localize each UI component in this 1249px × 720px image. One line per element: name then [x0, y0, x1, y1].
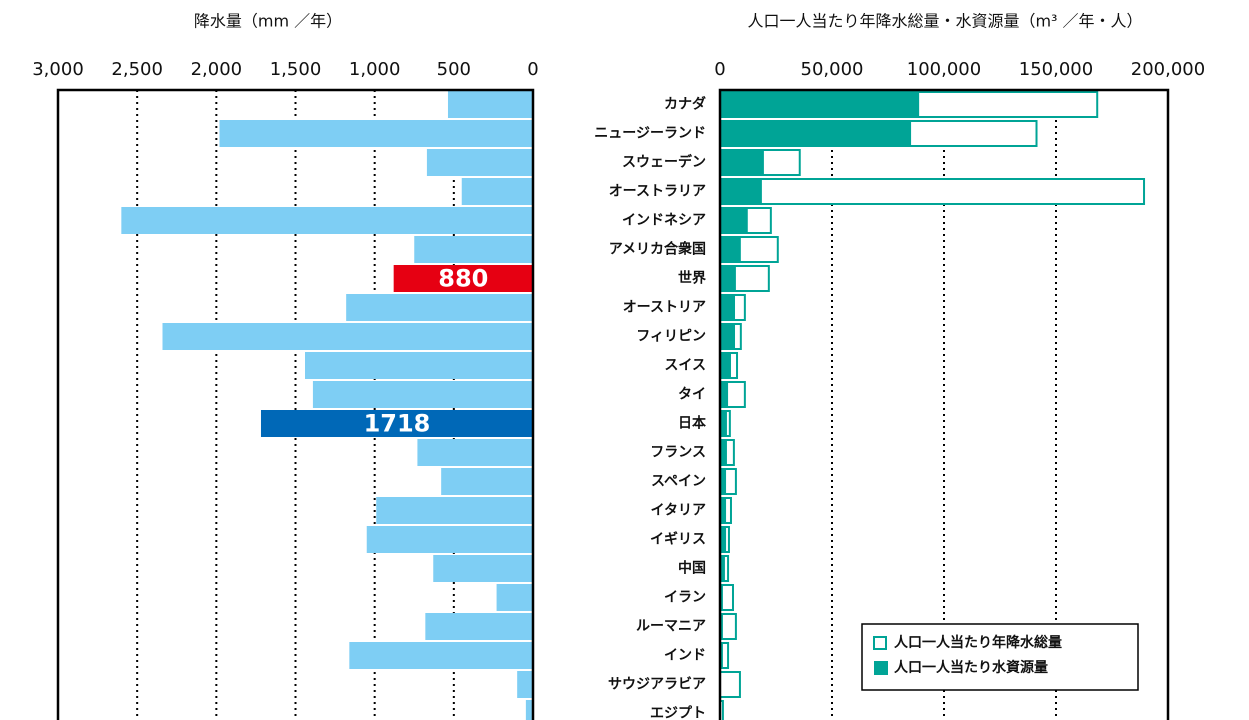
bar: [425, 613, 533, 640]
bar: [349, 642, 533, 669]
x-tick-label: 2,000: [191, 59, 243, 80]
category-label: フィリピン: [636, 329, 706, 345]
category-label: サウジアラビア: [608, 677, 706, 693]
bar: [720, 411, 727, 437]
x-tick-label: 100,000: [907, 59, 981, 80]
bar: [414, 236, 533, 263]
bar: [433, 555, 533, 582]
x-tick-label: 200,000: [1131, 59, 1205, 80]
category-label: オーストラリア: [609, 184, 706, 200]
category-label: ニュージーランド: [594, 126, 706, 142]
bar: [720, 585, 723, 611]
category-label: イタリア: [651, 503, 706, 519]
bar: [517, 671, 533, 698]
value-label: 880: [438, 265, 488, 293]
bar: [720, 469, 727, 495]
category-label: インドネシア: [622, 213, 706, 229]
category-label: イラン: [664, 590, 706, 606]
bar: [720, 208, 748, 234]
bar: [720, 150, 764, 176]
left-title: 降水量（mm ／年）: [194, 12, 342, 31]
x-tick-label: 2,500: [111, 59, 163, 80]
plot-frame: [718, 88, 1170, 720]
bar: [720, 92, 920, 118]
bar: [366, 526, 533, 553]
legend-swatch: [873, 636, 887, 650]
category-label: フランス: [650, 445, 706, 461]
bar: [720, 498, 727, 524]
bar: [305, 352, 533, 379]
bar: [525, 700, 533, 720]
legend-label: 人口一人当たり水資源量: [894, 659, 1048, 676]
category-label: 中国: [678, 560, 706, 577]
bar: [720, 353, 731, 379]
bar: [720, 295, 736, 321]
category-label: インド: [664, 648, 706, 664]
bar: [720, 643, 723, 669]
value-label: 1718: [364, 410, 431, 438]
category-label: オーストリア: [623, 300, 706, 316]
bar: [720, 324, 736, 350]
x-tick-label: 0: [527, 59, 538, 80]
bar: [417, 439, 533, 466]
bar: [461, 178, 533, 205]
x-tick-label: 1,000: [349, 59, 401, 80]
category-label: スペイン: [651, 474, 706, 490]
bar: [496, 584, 533, 611]
bar: [346, 294, 533, 321]
category-label: イギリス: [650, 531, 706, 548]
x-tick-label: 3,000: [32, 59, 84, 80]
legend-swatch: [874, 661, 888, 675]
category-label: スウェーデン: [622, 154, 706, 171]
bar: [260, 410, 533, 437]
bar: [719, 671, 741, 698]
bar: [720, 382, 729, 408]
bar: [376, 497, 533, 524]
x-tick-label: 1,500: [270, 59, 322, 80]
x-tick-label: 150,000: [1019, 59, 1093, 80]
bar: [441, 468, 533, 495]
category-label: 日本: [678, 415, 707, 432]
category-label: タイ: [678, 387, 706, 403]
plot-frame: [56, 88, 535, 720]
category-label: スイス: [664, 358, 706, 374]
bar: [219, 120, 533, 147]
bar: [312, 381, 533, 408]
right-title: 人口一人当たり年降水総量・水資源量（m³ ／年・人）: [747, 12, 1142, 31]
bar: [162, 323, 533, 350]
x-tick-label: 500: [437, 59, 471, 80]
bar: [720, 527, 727, 553]
bar: [447, 91, 533, 118]
bar: [720, 556, 725, 582]
x-tick-label: 0: [714, 59, 725, 80]
bar: [720, 121, 912, 147]
category-label: エジプト: [650, 706, 706, 720]
bar: [720, 614, 723, 640]
x-tick-label: 50,000: [801, 59, 864, 80]
bar: [121, 207, 533, 234]
bar: [393, 265, 533, 292]
category-label: ルーマニア: [636, 619, 706, 635]
category-label: アメリカ合衆国: [609, 241, 706, 258]
bar: [720, 266, 736, 292]
bar: [720, 179, 762, 205]
category-label: カナダ: [664, 96, 706, 113]
bar: [719, 178, 1146, 205]
bar: [720, 237, 741, 263]
bar: [720, 440, 727, 466]
legend-label: 人口一人当たり年降水総量: [894, 634, 1062, 651]
bar: [426, 149, 533, 176]
legend-box: [861, 623, 1139, 691]
category-label: 世界: [678, 270, 707, 287]
